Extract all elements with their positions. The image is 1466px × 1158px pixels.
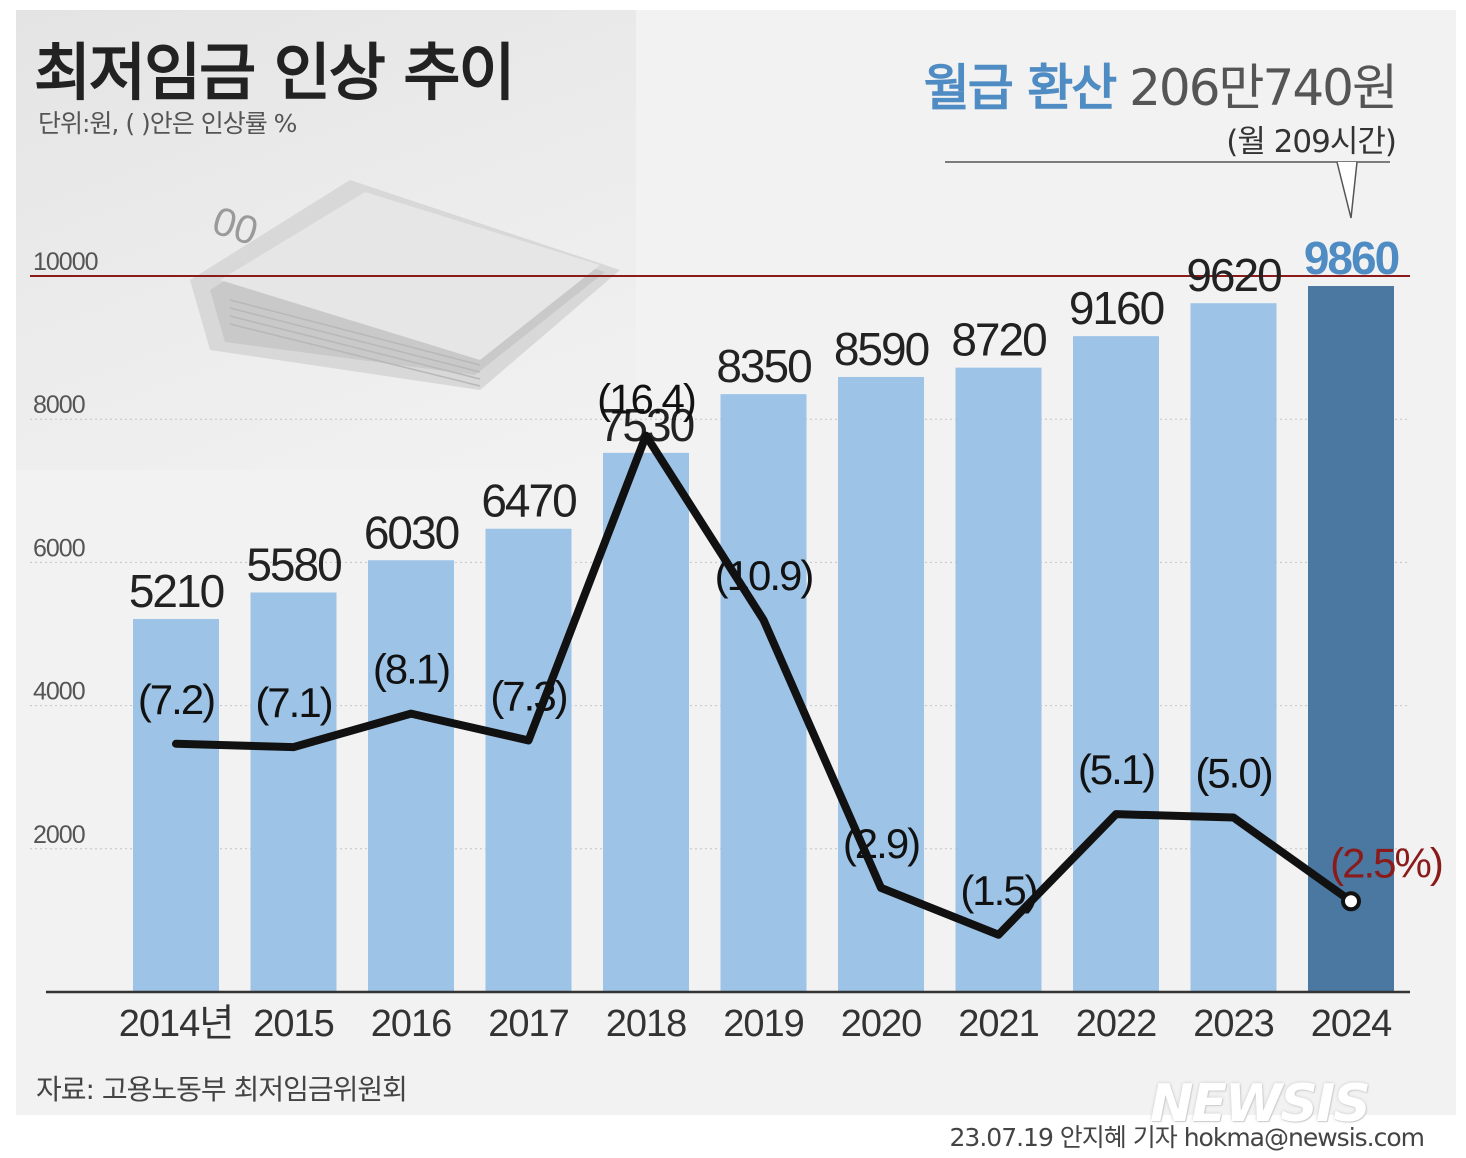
monthly-value: 206만740원 [1129, 59, 1398, 117]
rate-line [172, 431, 1355, 939]
y-tick-label: 10000 [33, 248, 98, 276]
y-tick-label: 4000 [33, 678, 85, 706]
bar-value-label: 9160 [1069, 282, 1164, 334]
y-tick-label: 6000 [33, 534, 85, 562]
rate-label: (1.5) [960, 867, 1036, 914]
chart-title: 최저임금 인상 추이 [34, 36, 515, 109]
bar-value-label: 9860 [1304, 232, 1399, 284]
rate-label: (7.3) [490, 672, 566, 719]
rate-label: (10.9) [715, 552, 813, 599]
bar [368, 560, 454, 992]
y-tick-label: 2000 [33, 821, 85, 849]
x-axis-label: 2019 [723, 1003, 804, 1045]
bar [1190, 303, 1277, 992]
bar [485, 528, 572, 992]
monthly-callout-bracket [945, 161, 1390, 219]
rate-end-marker [1341, 891, 1361, 912]
callout-pointer [1336, 161, 1358, 219]
x-axis-label: 2021 [958, 1003, 1039, 1045]
rate-label: (7.2) [138, 676, 214, 723]
rate-label: (5.0) [1195, 750, 1271, 797]
x-axis-label: 2024 [1311, 1003, 1392, 1045]
bar [250, 592, 337, 992]
monthly-hours-note: (월 209시간) [1226, 124, 1397, 160]
newsis-logo: NEWSIS [1150, 1074, 1371, 1134]
x-axis-label: 2020 [841, 1003, 922, 1045]
bar [1308, 286, 1394, 992]
x-axis-label: 2018 [606, 1003, 687, 1045]
monthly-label: 월급 환산 [923, 59, 1117, 117]
byline: 23.07.19 안지혜 기자 hokma@newsis.com [949, 1123, 1425, 1152]
x-axis-label: 2016 [371, 1003, 452, 1045]
rate-label: (8.1) [373, 646, 449, 693]
bar-series [133, 286, 1394, 992]
x-axis-label: 2015 [253, 1003, 334, 1045]
bar [603, 452, 689, 992]
bar-value-label: 8720 [951, 314, 1046, 366]
x-axis-labels: 2014년 2015 2016 2017 2018 2019 2020 2021 2022 202… [119, 1003, 1393, 1045]
y-tick-label: 8000 [33, 391, 85, 419]
bar-value-label: 5210 [129, 565, 224, 617]
rate-label: (16.4) [597, 376, 695, 423]
monthly-wage-callout: 월급 환산 206만740원 [923, 48, 1398, 120]
rate-label: (2.9) [843, 820, 919, 867]
bar-value-label: 5580 [246, 538, 341, 590]
reference-line-layer [30, 275, 1410, 994]
bar-value-label: 9620 [1186, 249, 1281, 301]
bar-value-label: 6470 [481, 475, 576, 527]
rate-labels: (7.2) (7.1) (8.1) (7.3) (16.4) (10.9) (2.9) (1.… [138, 376, 1444, 914]
bar [955, 367, 1042, 992]
bar [133, 618, 219, 992]
source-note: 자료: 고용노동부 최저임금위원회 [36, 1073, 408, 1106]
x-axis-label: 2023 [1193, 1003, 1274, 1045]
x-axis-label: 2022 [1076, 1003, 1157, 1045]
bar-value-label: 8590 [834, 323, 929, 375]
x-axis-label: 2017 [488, 1003, 569, 1045]
rate-label: (5.1) [1078, 746, 1154, 793]
rate-label: (7.1) [255, 679, 331, 726]
y-axis-ticks: 2000 4000 6000 8000 10000 [33, 248, 99, 849]
bar-value-label: 6030 [364, 506, 459, 558]
rate-label: (2.5%) [1330, 839, 1442, 886]
unit-note: 단위:원, ( )안은 인상률 % [38, 109, 297, 138]
bar [1073, 336, 1159, 992]
bar-value-label: 8350 [716, 340, 811, 392]
rate-line-series [172, 431, 1361, 939]
x-axis-label: 2014년 [119, 1003, 234, 1045]
